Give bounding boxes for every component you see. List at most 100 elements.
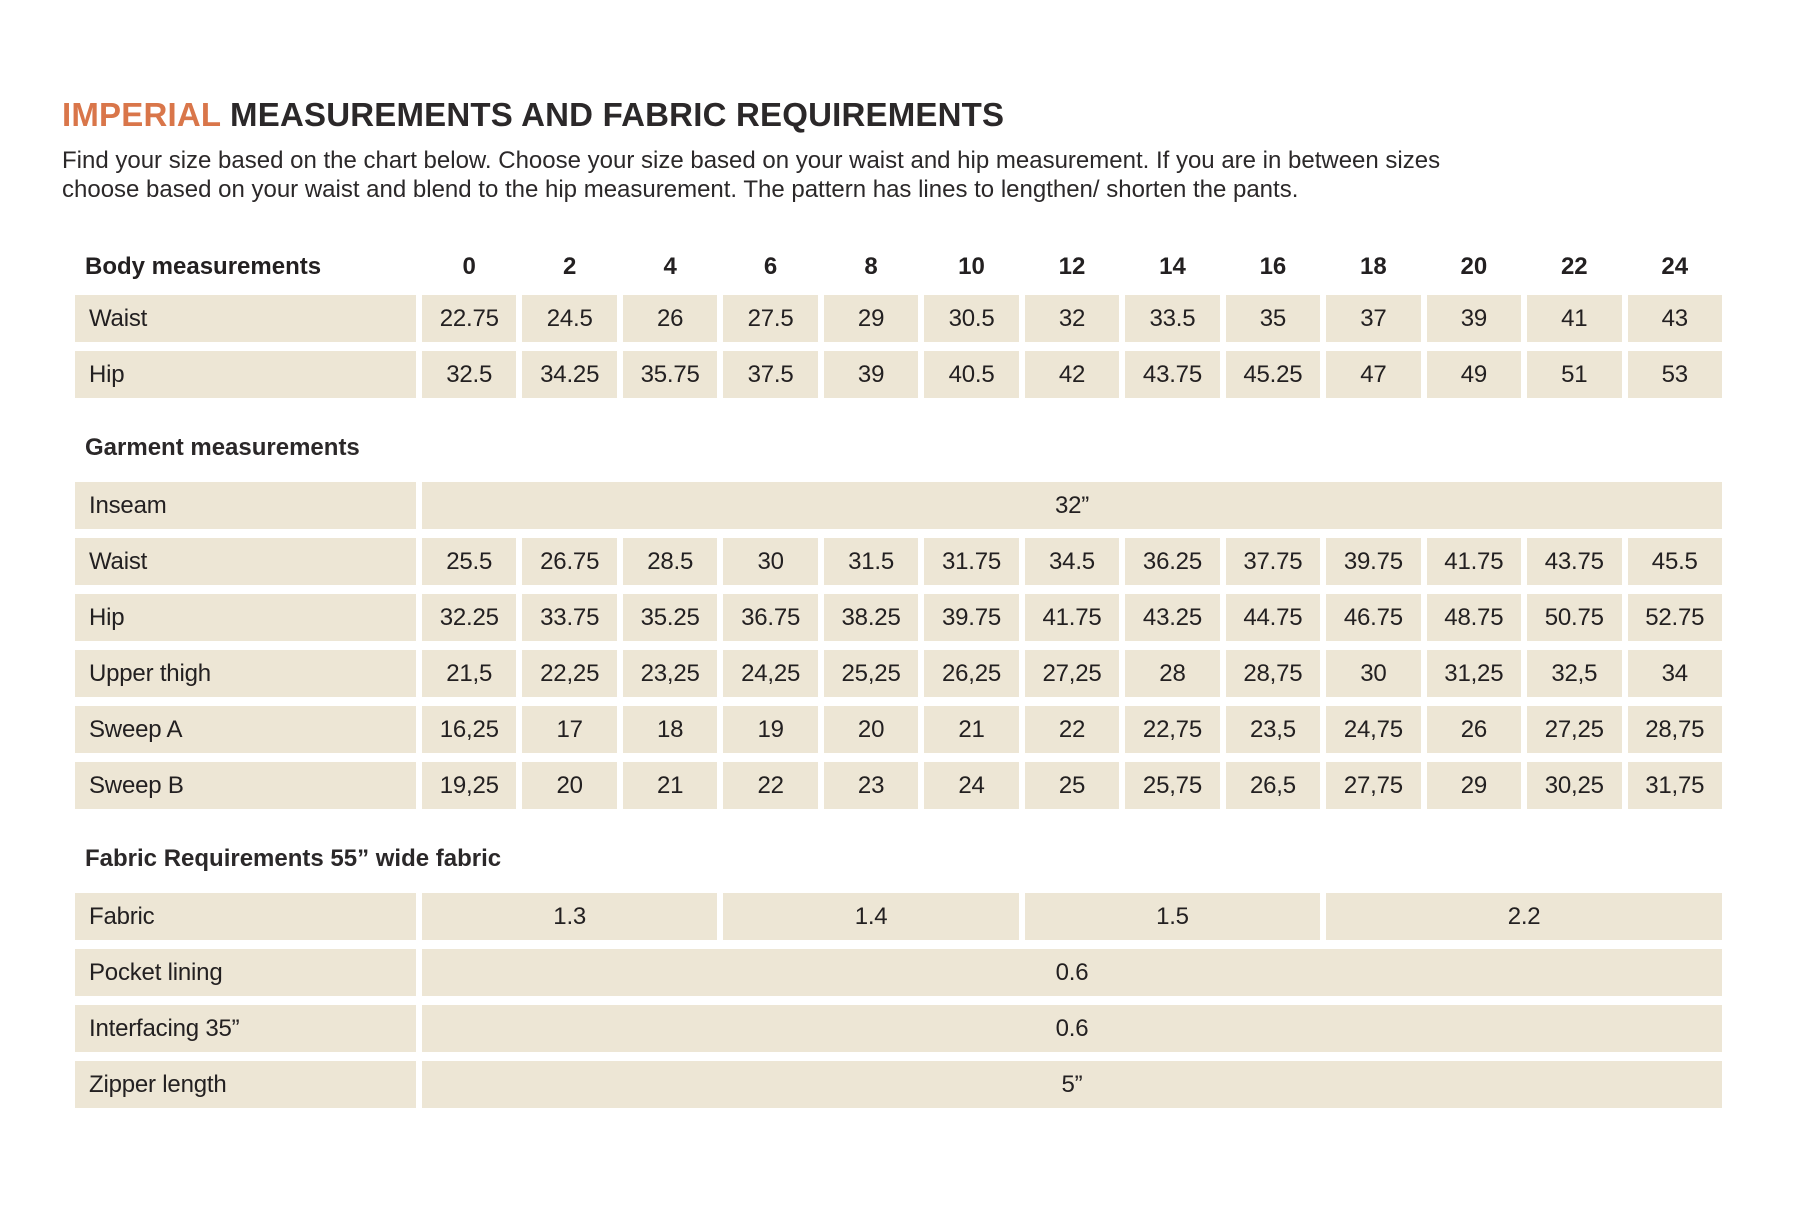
intro-line-1: Find your size based on the chart below.… [62, 147, 1441, 174]
value-cell: 43.75 [1125, 351, 1220, 398]
size-header: 16 [1259, 253, 1287, 280]
value-cell: 35 [1225, 295, 1321, 342]
value-cell: 34.5 [1024, 538, 1120, 585]
value-cell: 22,75 [1125, 706, 1220, 753]
value-cell: 52.75 [1627, 594, 1722, 641]
size-header: 24 [1661, 253, 1689, 280]
row-label: Pocket lining [75, 949, 416, 996]
value-cell: 30.5 [924, 295, 1019, 342]
value-cell: 25,25 [823, 650, 919, 697]
value-cell: 25.5 [422, 538, 517, 585]
value-cell: 30,25 [1527, 762, 1622, 809]
size-header: 6 [763, 253, 778, 280]
body-measurements-table: Body measurements 0 2 4 6 8 10 12 14 16 18 20 22 24 Wa… [75, 248, 1722, 398]
value-cell: 28,75 [1627, 706, 1722, 753]
value-cell: 39.75 [924, 594, 1019, 641]
value-cell: 23 [823, 762, 919, 809]
size-header: 18 [1360, 253, 1387, 280]
value-cell: 37 [1326, 295, 1421, 342]
merged-value-cell: 2.2 [1326, 893, 1722, 940]
value-cell: 26.75 [522, 538, 617, 585]
value-cell: 26,5 [1225, 762, 1321, 809]
title-highlight: IMPERIAL [62, 96, 221, 133]
value-cell: 28,75 [1225, 650, 1321, 697]
value-cell: 32,5 [1527, 650, 1622, 697]
value-cell: 17 [522, 706, 617, 753]
merged-value-cell: 0.6 [422, 1005, 1722, 1052]
value-cell: 36.75 [723, 594, 818, 641]
value-cell: 33.75 [522, 594, 617, 641]
value-cell: 37.5 [723, 351, 818, 398]
value-cell: 20 [823, 706, 919, 753]
value-cell: 22.75 [422, 295, 517, 342]
value-cell: 19 [723, 706, 818, 753]
value-cell: 30 [723, 538, 818, 585]
value-cell: 49 [1426, 351, 1522, 398]
value-cell: 22 [723, 762, 818, 809]
value-cell: 39 [1426, 295, 1522, 342]
value-cell: 29 [823, 295, 919, 342]
value-cell: 51 [1527, 351, 1622, 398]
row-label: Waist [75, 538, 416, 585]
row-label: Sweep A [75, 706, 416, 753]
fabric-requirements-heading: Fabric Requirements 55” wide fabric [85, 845, 502, 872]
size-header: 10 [958, 253, 985, 280]
size-header: 20 [1460, 253, 1488, 280]
value-cell: 41 [1527, 295, 1622, 342]
title-rest: MEASUREMENTS AND FABRIC REQUIREMENTS [220, 96, 1005, 133]
value-cell: 39.75 [1326, 538, 1421, 585]
value-cell: 26,25 [924, 650, 1019, 697]
merged-value-cell: 1.5 [1024, 893, 1321, 940]
size-header: 22 [1560, 253, 1588, 280]
value-cell: 21 [924, 706, 1019, 753]
value-cell: 26 [622, 295, 718, 342]
value-cell: 34 [1627, 650, 1722, 697]
value-cell: 32.25 [422, 594, 517, 641]
value-cell: 24,75 [1326, 706, 1421, 753]
page: IMPERIAL MEASUREMENTS AND FABRIC REQUIRE… [62, 96, 1722, 1108]
value-cell: 21 [622, 762, 718, 809]
value-cell: 42 [1024, 351, 1120, 398]
value-cell: 27.5 [723, 295, 818, 342]
value-cell: 39 [823, 351, 919, 398]
value-cell: 31.75 [924, 538, 1019, 585]
value-cell: 37.75 [1225, 538, 1321, 585]
fabric-requirements-table: Fabric 1.3 1.4 1.5 2.2 Pocket lining 0.6 Interf… [75, 893, 1722, 1108]
row-label: Upper thigh [75, 650, 416, 697]
value-cell: 22,25 [522, 650, 617, 697]
value-cell: 31,75 [1627, 762, 1722, 809]
row-label: Waist [75, 295, 416, 342]
value-cell: 34.25 [522, 351, 617, 398]
value-cell: 41.75 [1426, 538, 1522, 585]
size-header: 2 [563, 253, 577, 280]
value-cell: 25,75 [1125, 762, 1220, 809]
row-label: Inseam [75, 482, 416, 529]
merged-value-cell: 32” [422, 482, 1722, 529]
value-cell: 23,5 [1225, 706, 1321, 753]
value-cell: 45.25 [1225, 351, 1321, 398]
value-cell: 29 [1426, 762, 1522, 809]
value-cell: 47 [1326, 351, 1421, 398]
size-header: 4 [663, 253, 677, 280]
value-cell: 24.5 [522, 295, 617, 342]
value-cell: 43 [1627, 295, 1722, 342]
value-cell: 16,25 [422, 706, 517, 753]
row-label: Interfacing 35” [75, 1005, 416, 1052]
merged-value-cell: 1.4 [723, 893, 1019, 940]
value-cell: 31,25 [1426, 650, 1522, 697]
body-measurements-header: Body measurements [85, 253, 322, 280]
value-cell: 50.75 [1527, 594, 1622, 641]
value-cell: 36.25 [1125, 538, 1220, 585]
value-cell: 46.75 [1326, 594, 1421, 641]
intro-line-2: choose based on your waist and blend to … [62, 176, 1299, 203]
value-cell: 25 [1024, 762, 1120, 809]
value-cell: 27,75 [1326, 762, 1421, 809]
row-label: Hip [75, 351, 416, 398]
value-cell: 27,25 [1024, 650, 1120, 697]
size-header: 14 [1159, 253, 1186, 280]
merged-value-cell: 1.3 [422, 893, 718, 940]
value-cell: 33.5 [1125, 295, 1220, 342]
page-title: IMPERIAL MEASUREMENTS AND FABRIC REQUIRE… [62, 96, 1722, 134]
size-header: 0 [462, 253, 476, 280]
intro-paragraph: Find your size based on the chart below.… [62, 146, 1722, 204]
